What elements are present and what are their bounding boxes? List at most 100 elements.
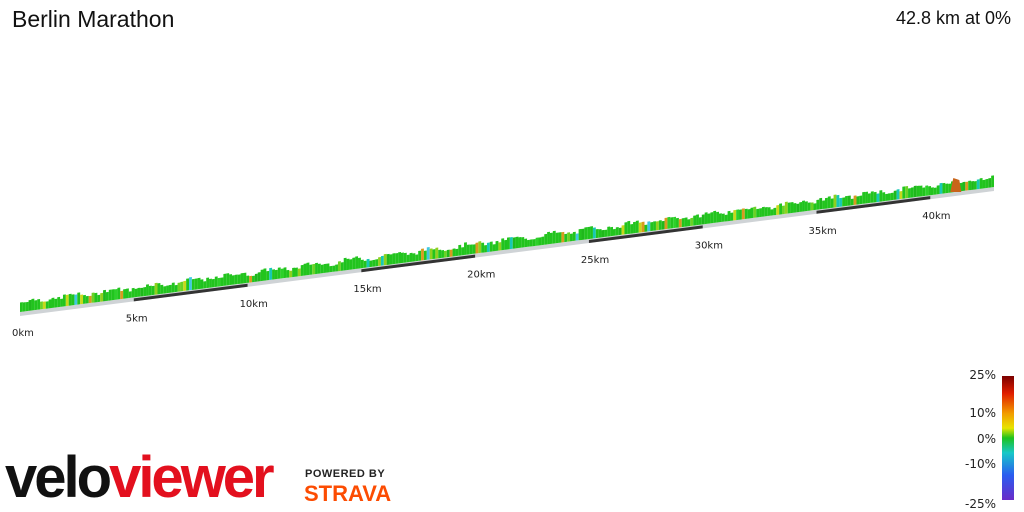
profile-bar [117, 287, 121, 300]
profile-bar [676, 217, 679, 228]
profile-bar [538, 237, 542, 246]
profile-bar [607, 226, 611, 237]
profile-bar [111, 289, 115, 301]
profile-bar [549, 232, 553, 244]
distance-tick-label: 5km [126, 313, 148, 324]
profile-bar [647, 221, 651, 232]
profile-bar [203, 281, 207, 289]
profile-bar [478, 241, 482, 254]
profile-bar [896, 189, 900, 200]
profile-bar [721, 213, 725, 222]
profile-bar [386, 253, 390, 265]
profile-bar [295, 267, 298, 277]
profile-bar [965, 181, 969, 191]
profile-bar [148, 285, 152, 296]
profile-bar [733, 209, 737, 221]
distance-ticks: 0km 5km 10km 15km 20km 25km 30km 35km 40km [12, 211, 951, 339]
profile-bar [819, 197, 823, 210]
profile-bar [739, 209, 742, 220]
profile-bar [120, 290, 124, 300]
profile-bar [375, 259, 379, 267]
profile-bar [469, 244, 473, 255]
profile-bar [865, 191, 868, 204]
profile-bar [438, 249, 442, 259]
profile-bar [249, 275, 253, 283]
profile-bar [234, 274, 238, 285]
profile-bar [200, 279, 204, 289]
profile-bar [842, 197, 846, 207]
profile-bar [905, 186, 909, 199]
profile-bar [716, 211, 719, 223]
profile-bar [297, 268, 301, 277]
profile-bar [134, 288, 138, 298]
profile-bar [928, 185, 931, 196]
profile-bar [930, 187, 934, 196]
profile-bar [197, 277, 201, 290]
profile-bar [306, 262, 310, 276]
profile-bar [401, 252, 404, 264]
profile-bar [850, 198, 854, 206]
profile-bar [171, 282, 175, 293]
profile-bar [48, 299, 52, 309]
distance-tick-label: 10km [240, 299, 268, 310]
profile-bar [638, 222, 642, 233]
profile-bars [20, 175, 994, 312]
profile-bar [252, 275, 255, 283]
profile-bar [913, 185, 917, 198]
profile-bar [426, 246, 430, 260]
gradient-color-scale [1002, 376, 1014, 500]
profile-bar [128, 291, 132, 299]
profile-bar [80, 294, 84, 305]
profile-bar [466, 244, 470, 255]
profile-bar [68, 293, 72, 306]
profile-bar [598, 229, 602, 238]
profile-bar [363, 260, 367, 268]
profile-bar [40, 301, 43, 310]
profile-bar [266, 270, 270, 281]
profile-bar [839, 197, 843, 207]
profile-bar [429, 248, 433, 260]
profile-bar [358, 257, 361, 269]
profile-bar [590, 226, 593, 239]
profile-bar [787, 202, 791, 214]
profile-bar [879, 190, 883, 202]
profile-bar [507, 237, 510, 250]
profile-bar [191, 278, 195, 290]
profile-bar [604, 229, 608, 237]
profile-bar [793, 203, 797, 213]
profile-bar [853, 195, 857, 206]
profile-bar [518, 237, 522, 249]
profile-bar [163, 286, 167, 294]
profile-bar [309, 264, 313, 275]
profile-bar [332, 265, 336, 272]
scale-label-neg25: -25% [964, 497, 996, 511]
profile-bar [452, 248, 456, 257]
profile-bar [945, 183, 949, 194]
profile-bar [747, 208, 751, 219]
profile-bar [710, 212, 714, 224]
distance-tick-label: 0km [12, 328, 34, 339]
profile-bar [449, 249, 453, 257]
profile-bar [458, 244, 462, 256]
road-segment-dark [361, 254, 476, 273]
profile-bar [229, 274, 232, 286]
profile-bar [873, 191, 877, 203]
profile-bar [254, 273, 258, 282]
profile-bar [653, 221, 656, 231]
profile-bar [326, 263, 330, 273]
profile-bar [979, 177, 983, 189]
profile-bar [177, 282, 181, 292]
profile-bar [578, 228, 582, 241]
profile-bar [269, 267, 273, 281]
strava-logo[interactable]: STRAVA [304, 481, 392, 506]
profile-bar [524, 238, 528, 248]
veloviewer-logo[interactable]: veloviewer [5, 448, 275, 508]
profile-bar [62, 294, 66, 307]
profile-bar [910, 187, 914, 198]
profile-bar [189, 276, 192, 291]
profile-bar [736, 209, 740, 221]
profile-bar [289, 270, 293, 278]
profile-bar [91, 292, 95, 303]
profile-bar [627, 220, 631, 235]
profile-bar [908, 188, 911, 199]
